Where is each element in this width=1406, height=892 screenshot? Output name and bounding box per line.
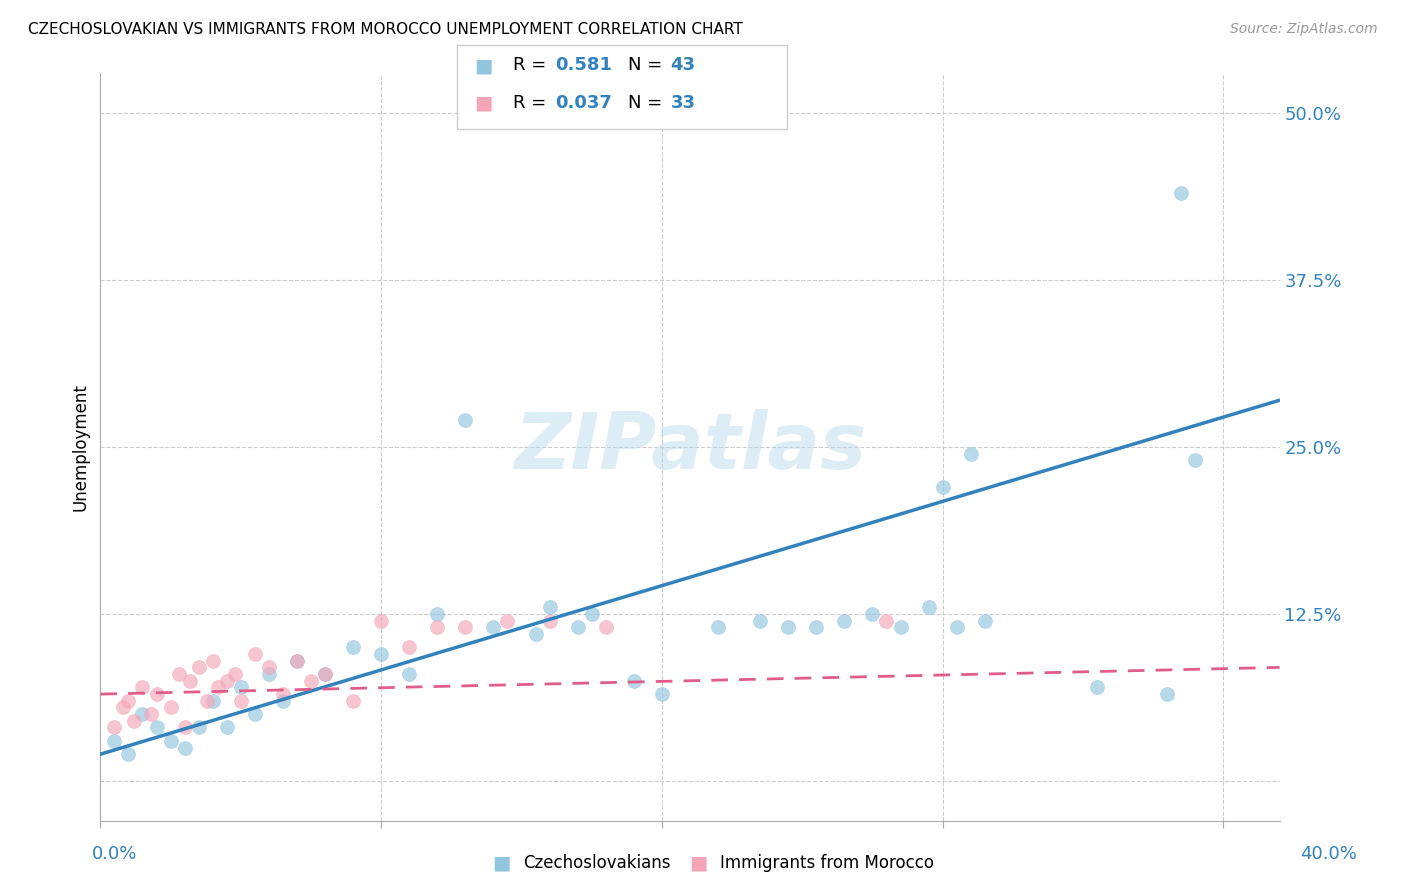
Point [285,654,308,668]
Point [398,667,420,681]
Text: 0.0%: 0.0% [91,846,136,863]
Point [224,667,246,681]
Text: R =: R = [513,56,553,74]
Point [370,614,392,628]
Point [581,607,603,621]
Point [454,413,477,427]
Point [187,721,209,735]
Text: ■: ■ [492,854,510,872]
Point [131,707,153,722]
Text: 40.0%: 40.0% [1301,846,1357,863]
Point [229,681,252,695]
Point [103,734,125,748]
Point [299,673,322,688]
Point [243,707,266,722]
Text: CZECHOSLOVAKIAN VS IMMIGRANTS FROM MOROCCO UNEMPLOYMENT CORRELATION CHART: CZECHOSLOVAKIAN VS IMMIGRANTS FROM MOROC… [28,22,742,37]
Point [271,687,294,701]
Point [749,614,772,628]
Text: 0.581: 0.581 [555,56,613,74]
Point [651,687,673,701]
Point [834,614,856,628]
Point [229,694,252,708]
Text: 0.037: 0.037 [555,94,612,112]
Point [538,600,561,615]
Point [370,647,392,661]
Point [131,681,153,695]
Point [122,714,145,728]
Point [179,673,201,688]
Point [426,607,449,621]
Point [139,707,162,722]
Text: Immigrants from Morocco: Immigrants from Morocco [720,855,934,872]
Point [1156,687,1178,701]
Point [159,734,181,748]
Point [1170,186,1192,201]
Point [595,620,617,634]
Point [117,747,139,762]
Point [889,620,911,634]
Point [314,667,336,681]
Text: ■: ■ [474,94,492,112]
Point [215,673,238,688]
Point [187,660,209,674]
Point [111,700,134,714]
Y-axis label: Unemployment: Unemployment [72,383,89,511]
Point [257,660,280,674]
Point [524,627,547,641]
Point [959,447,981,461]
Point [243,647,266,661]
Point [173,721,195,735]
Point [876,614,898,628]
Point [538,614,561,628]
Point [623,673,645,688]
Point [103,721,125,735]
Text: 43: 43 [671,56,696,74]
Point [207,681,229,695]
Point [862,607,884,621]
Text: Czechoslovakians: Czechoslovakians [523,855,671,872]
Text: ■: ■ [689,854,707,872]
Point [398,640,420,655]
Point [215,721,238,735]
Point [342,640,364,655]
Point [257,667,280,681]
Point [567,620,589,634]
Point [159,700,181,714]
Text: R =: R = [513,94,553,112]
Point [167,667,190,681]
Point [145,721,167,735]
Text: Source: ZipAtlas.com: Source: ZipAtlas.com [1230,22,1378,37]
Point [145,687,167,701]
Point [778,620,800,634]
Text: 33: 33 [671,94,696,112]
Point [454,620,477,634]
Point [496,614,519,628]
Point [271,694,294,708]
Point [426,620,449,634]
Point [931,480,953,494]
Point [482,620,505,634]
Text: N =: N = [628,94,668,112]
Point [1085,681,1108,695]
Point [806,620,828,634]
Point [195,694,218,708]
Point [201,694,224,708]
Point [201,654,224,668]
Point [917,600,939,615]
Point [707,620,730,634]
Point [117,694,139,708]
Point [342,694,364,708]
Text: ■: ■ [474,56,492,75]
Point [973,614,995,628]
Point [1184,453,1206,467]
Point [173,740,195,755]
Point [285,654,308,668]
Point [314,667,336,681]
Text: N =: N = [628,56,668,74]
Text: ZIPatlas: ZIPatlas [513,409,866,485]
Point [945,620,967,634]
